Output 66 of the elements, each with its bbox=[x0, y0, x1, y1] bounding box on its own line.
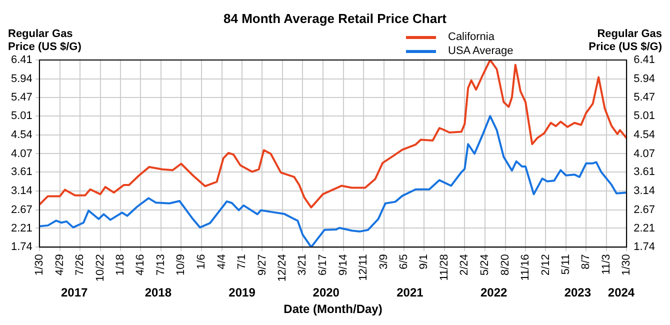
x-tick-label: 11/16 bbox=[520, 254, 532, 281]
y-axis-title: Regular Gas Price (US $/G) bbox=[8, 28, 82, 54]
y2-tick-label: 5.01 bbox=[634, 110, 656, 122]
x-tick-label: 1/30 bbox=[620, 254, 633, 276]
x-tick-label: 7/1 bbox=[236, 254, 248, 270]
y2-tick-label: 5.47 bbox=[634, 92, 656, 104]
x-tick-label: 4/4 bbox=[216, 254, 228, 270]
x-tick-label: 7/13 bbox=[154, 254, 167, 276]
y2-tick-label: 2.67 bbox=[634, 204, 656, 216]
y2-tick-label: 3.61 bbox=[634, 166, 656, 178]
y-tick-label: 3.14 bbox=[10, 185, 32, 198]
text: 2024 bbox=[608, 285, 635, 300]
x-tick-label: 9/27 bbox=[256, 254, 268, 276]
legend-label: California bbox=[448, 31, 494, 43]
text: 2017 bbox=[60, 285, 88, 300]
x-tick-label: 10/9 bbox=[175, 254, 188, 276]
y-tick-label: 5.47 bbox=[10, 92, 32, 104]
x-tick-label: 6/17 bbox=[316, 254, 329, 276]
text: 2022 bbox=[480, 285, 508, 300]
x-tick-label: 8/7 bbox=[580, 254, 592, 270]
y-tick-label: 4.07 bbox=[10, 148, 32, 160]
text: 2019 bbox=[228, 285, 256, 300]
x-tick-label: 10/22 bbox=[94, 254, 106, 282]
y2-tick-label: 5.94 bbox=[634, 72, 656, 85]
y-tick-label: 3.61 bbox=[10, 166, 32, 178]
x-tick-label: 12/24 bbox=[276, 254, 288, 282]
text: 2021 bbox=[396, 285, 424, 300]
y2-tick-label: 2.21 bbox=[634, 222, 656, 234]
x-tick-label: 3/21 bbox=[296, 254, 309, 276]
x-tick-label: 4/16 bbox=[134, 254, 147, 276]
x-tick-label: 12/11 bbox=[358, 254, 370, 281]
x-tick-label: 2/24 bbox=[458, 254, 471, 276]
y2-tick-label: 4.07 bbox=[634, 148, 656, 160]
x-tick-label: 5/11 bbox=[560, 254, 572, 275]
x-tick-label: 9/1 bbox=[418, 254, 430, 270]
x-tick-label: 7/26 bbox=[74, 254, 86, 276]
x-tick-label: 11/28 bbox=[438, 254, 450, 281]
text: 2020 bbox=[312, 285, 340, 300]
y-tick-label: 5.94 bbox=[10, 72, 32, 85]
chart-title: 84 Month Average Retail Price Chart bbox=[222, 11, 448, 26]
text: 2023 bbox=[564, 285, 592, 300]
y2-axis-title: Regular Gas Price (US $/G) bbox=[588, 28, 662, 54]
y2-tick-label: 6.41 bbox=[634, 54, 656, 66]
y-tick-label: 4.54 bbox=[10, 128, 32, 141]
legend-label: USA Average bbox=[448, 45, 514, 57]
x-tick-label: 11/3 bbox=[600, 254, 612, 275]
x-tick-label: 4/29 bbox=[54, 254, 66, 276]
text: 2018 bbox=[144, 285, 172, 300]
y2-tick-label: 1.74 bbox=[634, 241, 656, 254]
y2-tick-label: 3.14 bbox=[634, 185, 656, 198]
x-tick-label: 5/24 bbox=[479, 254, 492, 276]
x-tick-label: 3/9 bbox=[378, 254, 390, 270]
x-tick-label: 6/5 bbox=[398, 254, 410, 270]
y-tick-label: 6.41 bbox=[10, 54, 32, 66]
x-tick-label: 2/12 bbox=[540, 254, 552, 276]
y-tick-label: 2.21 bbox=[10, 222, 32, 234]
x-tick-label: 9/14 bbox=[337, 254, 350, 276]
y-tick-label: 5.01 bbox=[10, 110, 32, 122]
x-tick-label: 8/20 bbox=[499, 254, 512, 276]
x-tick-label: 1/30 bbox=[33, 254, 46, 276]
y-tick-label: 1.74 bbox=[10, 241, 32, 254]
y-tick-label: 2.67 bbox=[10, 204, 32, 216]
x-tick-label: 1/18 bbox=[114, 254, 127, 276]
y2-tick-label: 4.54 bbox=[634, 128, 656, 141]
x-tick-label: 1/6 bbox=[196, 254, 208, 270]
x-axis-title: Date (Month/Day) bbox=[284, 302, 382, 316]
